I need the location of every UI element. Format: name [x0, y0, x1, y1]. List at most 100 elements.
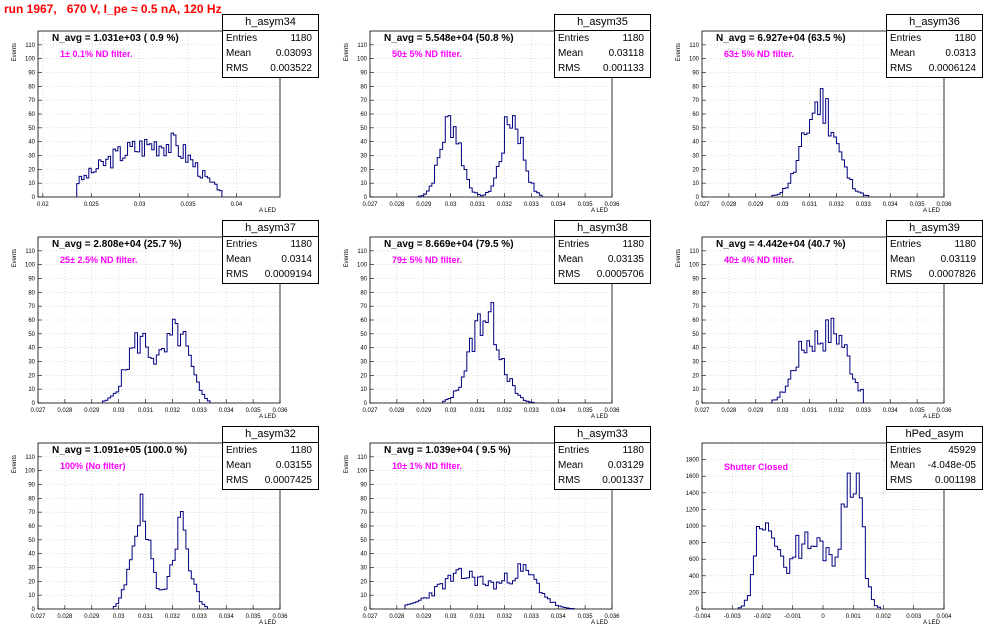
histogram-bin	[832, 566, 835, 609]
stats-key: Mean	[558, 46, 583, 61]
histogram-bin	[443, 142, 446, 197]
y-tick-label: 110	[357, 455, 367, 461]
histogram-bin	[828, 136, 831, 197]
stats-value: 0.0007425	[265, 473, 312, 488]
histogram-bin	[510, 128, 513, 197]
stats-value: 1180	[954, 31, 976, 46]
y-tick-label: 50	[28, 332, 35, 338]
stats-value: 0.03118	[609, 46, 644, 61]
stats-value: 0.0007826	[929, 267, 976, 282]
y-axis-title: Events	[12, 455, 18, 473]
y-tick-label: 70	[360, 98, 367, 104]
histogram-bin	[198, 176, 200, 197]
x-tick-label: 0.032	[829, 202, 845, 208]
histogram-bin	[507, 381, 510, 403]
y-tick-label: 50	[692, 126, 699, 132]
y-tick-label: 90	[692, 277, 699, 283]
stats-key: Mean	[890, 458, 915, 473]
y-tick-label: 1400	[686, 491, 700, 497]
histogram-bin	[96, 169, 98, 197]
x-tick-label: 0.034	[551, 408, 567, 414]
histogram-bin	[766, 523, 769, 609]
x-tick-label: 0.034	[551, 614, 567, 620]
histogram-bin	[483, 584, 486, 609]
x-tick-label: 0.034	[551, 202, 567, 208]
x-tick-label: 0.033	[524, 408, 540, 414]
histogram-bin	[853, 494, 856, 609]
x-tick-label: 0.029	[416, 408, 432, 414]
stats-key: Entries	[226, 31, 257, 46]
y-tick-label: 50	[360, 332, 367, 338]
x-tick-label: 0.032	[497, 408, 513, 414]
histogram-name: h_asym33	[555, 427, 650, 443]
histogram-bins	[113, 494, 207, 609]
y-tick-label: 20	[360, 373, 367, 379]
histogram-bin	[178, 346, 181, 403]
histogram-bin	[804, 353, 807, 403]
x-tick-label: 0.031	[802, 408, 818, 414]
histogram-bin	[137, 353, 140, 403]
y-tick-label: 30	[28, 154, 35, 160]
x-tick-label: 0.03	[445, 202, 457, 208]
x-tick-label: 0.032	[165, 614, 181, 620]
y-tick-label: 20	[360, 167, 367, 173]
histogram-bin	[451, 138, 454, 197]
histogram-bin	[812, 113, 815, 197]
y-tick-label: 10	[28, 593, 35, 599]
histogram-bin	[148, 357, 151, 403]
x-tick-label: 0.034	[883, 202, 899, 208]
histogram-bin	[135, 536, 138, 609]
stats-key: Mean	[226, 252, 251, 267]
histogram-bin	[137, 152, 139, 197]
histogram-bin	[836, 344, 839, 403]
histogram-bin	[507, 125, 510, 197]
histogram-bin	[810, 346, 813, 403]
histogram-bin	[432, 596, 435, 609]
x-tick-label: 0.031	[470, 614, 486, 620]
histogram-bin	[808, 549, 811, 609]
histogram-bin	[486, 323, 489, 403]
y-tick-label: 110	[357, 43, 367, 49]
x-axis-title: A LED	[259, 620, 277, 626]
y-tick-label: 0	[364, 401, 368, 407]
n-avg-label: N_avg = 6.927e+04 (63.5 %)	[716, 33, 846, 44]
y-tick-label: 20	[692, 373, 699, 379]
histogram-bin	[193, 167, 195, 197]
stats-value: 1180	[290, 237, 312, 252]
stats-key: Entries	[558, 443, 589, 458]
histogram-bin	[783, 392, 786, 403]
n-avg-label: N_avg = 2.808e+04 (25.7 %)	[52, 239, 182, 250]
histogram-bins	[405, 564, 574, 609]
stats-value: 0.03155	[276, 458, 312, 473]
y-tick-label: 110	[25, 249, 35, 255]
y-tick-label: 80	[692, 290, 699, 296]
y-tick-label: 30	[28, 360, 35, 366]
x-tick-label: 0.027	[694, 202, 710, 208]
histogram-bin	[94, 172, 96, 197]
x-tick-label: 0.03	[445, 408, 457, 414]
x-tick-label: 0.028	[389, 614, 405, 620]
y-tick-label: 60	[692, 318, 699, 324]
n-avg-label: N_avg = 1.031e+03 ( 0.9 %)	[52, 33, 179, 44]
histogram-bin	[472, 352, 475, 403]
x-tick-label: 0.02	[37, 202, 49, 208]
x-tick-label: 0.032	[165, 408, 181, 414]
histogram-bin	[763, 530, 766, 609]
histogram-name: h_asym32	[223, 427, 318, 443]
x-tick-label: 0.033	[524, 202, 540, 208]
histogram-bin	[159, 590, 162, 609]
stats-key: RMS	[226, 267, 248, 282]
y-tick-label: 70	[360, 304, 367, 310]
y-tick-label: 90	[28, 277, 35, 283]
y-tick-label: 90	[692, 71, 699, 77]
histogram-bin	[550, 602, 553, 609]
histogram-bin	[801, 350, 804, 403]
histogram-bin	[526, 571, 529, 609]
